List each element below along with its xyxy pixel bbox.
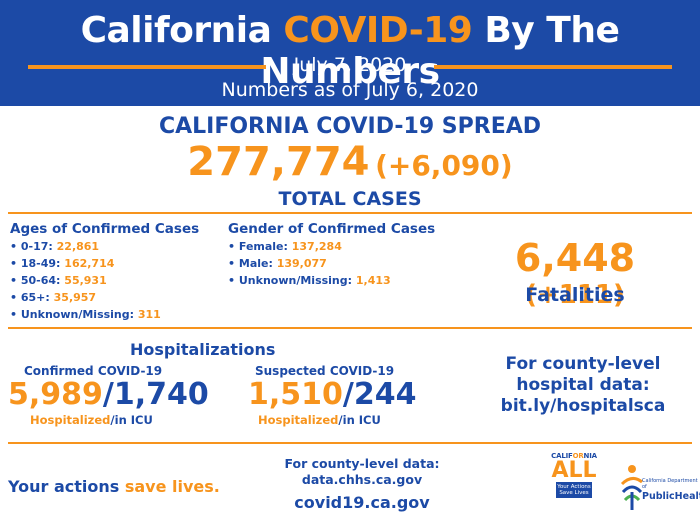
county-data-label: For county-level data: xyxy=(284,456,440,471)
california-all-logo: CALIFORNIA ALL Your Actions Save Lives xyxy=(551,452,597,498)
suspected-hospitalized: 1,510 xyxy=(248,377,343,412)
title-accent: COVID-19 xyxy=(283,10,473,51)
list-item: Female: 137,284 xyxy=(228,238,391,255)
page-title: California COVID-19 By The Numbers xyxy=(0,10,700,92)
confirmed-label: Confirmed COVID-19 xyxy=(24,364,163,378)
fatalities-label: Fatalities xyxy=(525,284,625,306)
gender-list: Female: 137,284 Male: 139,077 Unknown/Mi… xyxy=(228,238,391,289)
header-banner: California COVID-19 By The Numbers July … xyxy=(0,0,700,106)
list-item: Unknown/Missing: 1,413 xyxy=(228,272,391,289)
as-of-date: Numbers as of July 6, 2020 xyxy=(221,79,479,101)
county-data-link[interactable]: data.chhs.ca.gov xyxy=(301,472,423,487)
actions-slogan: Your actions save lives. xyxy=(8,477,220,496)
list-item: 0-17: 22,861 xyxy=(10,238,161,255)
divider-bottom xyxy=(8,442,692,444)
total-cases-value: 277,774 xyxy=(187,139,370,185)
fatalities-number: 6,448 (+111) xyxy=(470,236,680,310)
total-cases: 277,774 (+6,090) xyxy=(0,139,700,185)
total-cases-label: TOTAL CASES xyxy=(278,188,422,210)
header-rule-left xyxy=(28,65,266,69)
suspected-footnote: Hospitalized/in ICU xyxy=(258,413,381,427)
county-hospital-line2: hospital data: xyxy=(516,375,650,395)
report-date: July 7, 2020 xyxy=(293,54,407,76)
confirmed-footnote: Hospitalized/in ICU xyxy=(30,413,153,427)
county-hospital-info: For county-level hospital data: bit.ly/h… xyxy=(488,354,678,417)
suspected-numbers: 1,510/244 xyxy=(248,377,417,412)
title-part: California xyxy=(80,10,284,51)
public-health-emblem-icon xyxy=(620,465,643,510)
suspected-icu: 244 xyxy=(353,377,417,412)
county-hospital-line1: For county-level xyxy=(505,354,661,374)
list-item: Male: 139,077 xyxy=(228,255,391,272)
public-health-logo: California Department of PublicHealth xyxy=(620,458,700,514)
hospitalizations-title: Hospitalizations xyxy=(130,340,276,359)
spread-title: CALIFORNIA COVID-19 SPREAD xyxy=(158,114,542,139)
divider-middle xyxy=(8,327,692,329)
list-item: Unknown/Missing: 311 xyxy=(10,306,161,323)
list-item: 18-49: 162,714 xyxy=(10,255,161,272)
confirmed-icu: 1,740 xyxy=(113,377,209,412)
title-part-end: By The Numbers xyxy=(260,10,620,92)
total-cases-delta: (+6,090) xyxy=(375,149,513,182)
confirmed-numbers: 5,989/1,740 xyxy=(8,377,209,412)
fatalities-delta: (+111) xyxy=(525,280,625,310)
confirmed-hospitalized: 5,989 xyxy=(8,377,103,412)
fatalities-value: 6,448 xyxy=(514,236,636,280)
list-item: 50-64: 55,931 xyxy=(10,272,161,289)
list-item: 65+: 35,957 xyxy=(10,289,161,306)
header-rule-right xyxy=(434,65,672,69)
suspected-label: Suspected COVID-19 xyxy=(255,364,395,378)
separator: / xyxy=(342,377,354,412)
covid-site-link[interactable]: covid19.ca.gov xyxy=(294,493,430,512)
hospital-data-link[interactable]: bit.ly/hospitalsca xyxy=(500,396,666,416)
divider-top xyxy=(8,212,692,214)
ages-title: Ages of Confirmed Cases xyxy=(10,221,200,237)
separator: / xyxy=(102,377,114,412)
gender-title: Gender of Confirmed Cases xyxy=(228,221,436,237)
county-data-info: For county-level data: data.chhs.ca.gov xyxy=(282,456,442,488)
ages-list: 0-17: 22,861 18-49: 162,714 50-64: 55,93… xyxy=(10,238,161,323)
